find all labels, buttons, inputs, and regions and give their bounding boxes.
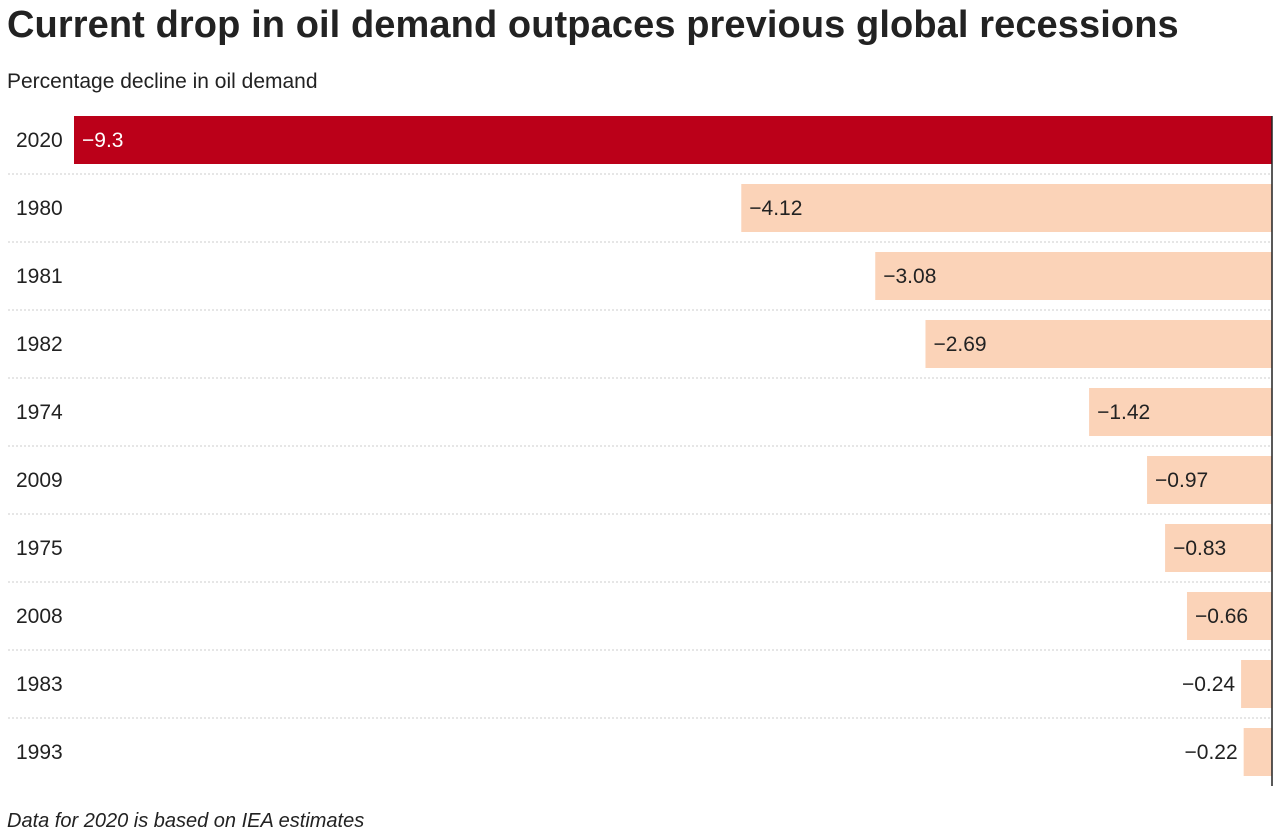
category-label: 1993 (16, 741, 63, 764)
value-label: −9.3 (82, 129, 123, 152)
bar-chart: 2020 1980 1981 1982 1974 2009 1975 2008 1983 1993… (8, 116, 1273, 786)
bar-2020 (74, 116, 1272, 164)
value-label: −0.24 (1182, 673, 1235, 696)
chart-footnote: Data for 2020 is based on IEA estimates (7, 810, 365, 832)
row-separators (8, 173, 1272, 719)
bar-1983 (1241, 660, 1272, 708)
category-label: 1981 (16, 265, 63, 288)
value-label: −2.69 (933, 333, 986, 356)
value-label: −0.97 (1155, 469, 1208, 492)
category-label: 2020 (16, 129, 63, 152)
category-label: 2009 (16, 469, 63, 492)
category-labels: 2020 1980 1981 1982 1974 2009 1975 2008 1983 1993 (16, 129, 63, 764)
category-label: 2008 (16, 605, 63, 628)
category-label: 1974 (16, 401, 63, 424)
value-label: −1.42 (1097, 401, 1150, 424)
chart-title: Current drop in oil demand outpaces prev… (7, 4, 1179, 46)
category-label: 1980 (16, 197, 63, 220)
category-label: 1982 (16, 333, 63, 356)
category-label: 1975 (16, 537, 63, 560)
bar-1974 (1089, 388, 1272, 436)
bar-1993 (1243, 728, 1272, 776)
value-label: −0.22 (1185, 741, 1238, 764)
value-label: −4.12 (749, 197, 802, 220)
category-label: 1983 (16, 673, 63, 696)
bars (74, 116, 1272, 776)
value-label: −3.08 (883, 265, 936, 288)
bar-1981 (875, 252, 1272, 300)
value-label: −0.66 (1195, 605, 1248, 628)
bar-1982 (925, 320, 1272, 368)
bar-1975 (1165, 524, 1272, 572)
chart-subtitle: Percentage decline in oil demand (7, 70, 318, 93)
bar-2008 (1186, 592, 1272, 640)
bar-2009 (1147, 456, 1272, 504)
value-label: −0.83 (1173, 537, 1226, 560)
bar-1980 (741, 184, 1272, 232)
value-labels: −9.3 −4.12 −3.08 −2.69 −1.42 −0.97 −0.83 −0.66 −… (82, 129, 1248, 764)
